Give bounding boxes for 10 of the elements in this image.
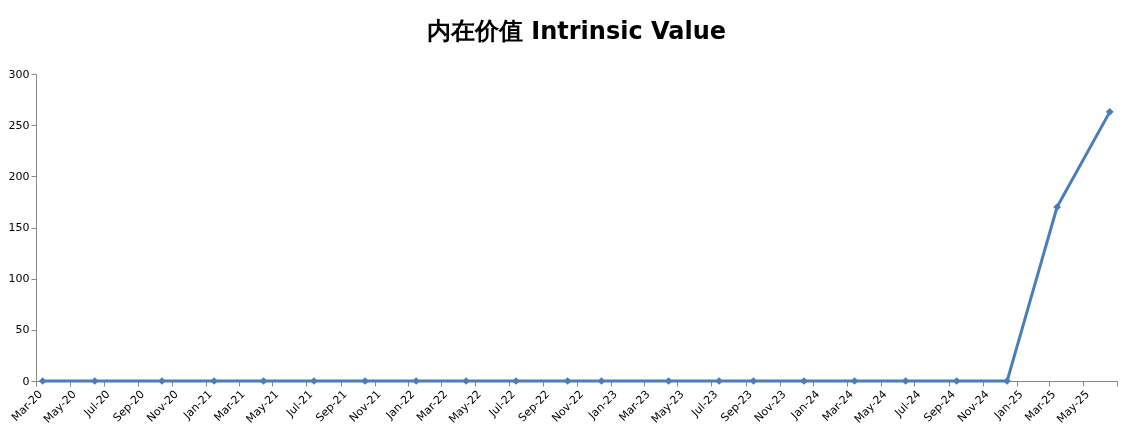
y-tick-label: 200 bbox=[8, 169, 30, 183]
y-tick-label: 150 bbox=[8, 221, 30, 234]
y-tick-label: 0 bbox=[22, 374, 30, 388]
y-tick-label: 300 bbox=[8, 67, 30, 81]
y-tick-label: 50 bbox=[15, 323, 30, 337]
point bbox=[1105, 107, 1114, 116]
y-tick-label: 100 bbox=[8, 272, 30, 286]
point bbox=[210, 377, 218, 385]
chart-title: 内在价值 Intrinsic Value bbox=[426, 17, 727, 45]
y-tick-label: 250 bbox=[8, 118, 30, 132]
